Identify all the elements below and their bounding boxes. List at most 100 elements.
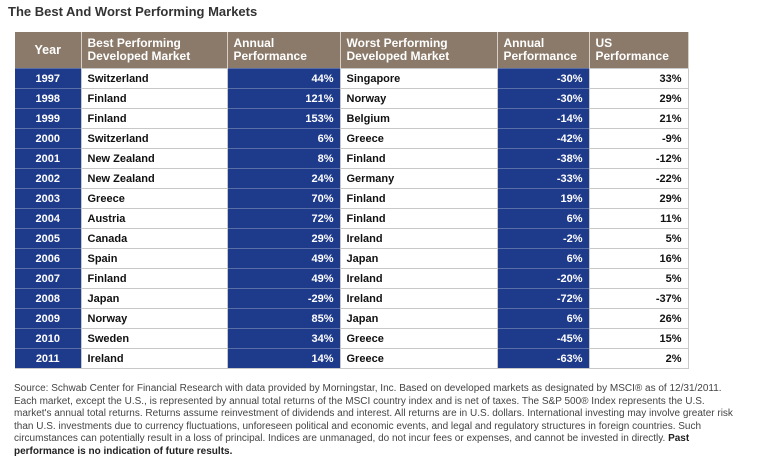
header-worst-market: Worst Performing Developed Market [340,32,498,69]
header-best-market: Best Performing Developed Market [81,32,228,69]
us-performance-cell: -12% [589,148,689,169]
header-best-performance-line1: Annual [233,36,275,50]
best-performance-cell: 24% [227,168,341,189]
us-performance-cell: 5% [589,268,689,289]
year-cell: 1997 [15,68,82,89]
worst-performance-cell: -72% [497,288,590,309]
table-row: 2005 Canada 29% Ireland -2% 5% [15,228,689,249]
best-performance-cell: 49% [227,268,341,289]
worst-market-cell: Germany [340,168,498,189]
table-row: 2007 Finland 49% Ireland -20% 5% [15,268,689,289]
us-performance-cell: 33% [589,68,689,89]
best-market-cell: Austria [81,208,228,229]
worst-performance-cell: 6% [497,308,590,329]
year-cell: 2005 [15,228,82,249]
best-market-cell: Switzerland [81,68,228,89]
year-cell: 2007 [15,268,82,289]
worst-market-cell: Greece [340,348,498,369]
worst-performance-cell: 6% [497,248,590,269]
worst-market-cell: Greece [340,328,498,349]
worst-market-cell: Finland [340,208,498,229]
worst-market-cell: Japan [340,308,498,329]
us-performance-cell: 29% [589,88,689,109]
worst-market-cell: Ireland [340,268,498,289]
header-us-performance-line2: Performance [595,49,669,63]
header-best-performance-line2: Performance [233,49,307,63]
header-us-performance: US Performance [589,32,689,69]
year-cell: 2009 [15,308,82,329]
worst-market-cell: Ireland [340,228,498,249]
header-best-market-line2: Developed Market [87,49,191,63]
year-cell: 1999 [15,108,82,129]
us-performance-cell: 11% [589,208,689,229]
year-cell: 2002 [15,168,82,189]
table-row: 2001 New Zealand 8% Finland -38% -12% [15,148,689,169]
best-performance-cell: -29% [227,288,341,309]
worst-performance-cell: -38% [497,148,590,169]
best-market-cell: Finland [81,268,228,289]
best-market-cell: Finland [81,108,228,129]
footnote-text: Source: Schwab Center for Financial Rese… [14,383,733,444]
best-performance-cell: 70% [227,188,341,209]
table-row: 1997 Switzerland 44% Singapore -30% 33% [15,68,689,89]
best-market-cell: Spain [81,248,228,269]
best-market-cell: Norway [81,308,228,329]
best-market-cell: New Zealand [81,168,228,189]
us-performance-cell: -37% [589,288,689,309]
markets-table: Year Best Performing Developed Market An… [15,32,689,369]
year-cell: 2000 [15,128,82,149]
header-worst-market-line2: Developed Market [346,49,450,63]
header-year: Year [15,32,82,69]
best-performance-cell: 72% [227,208,341,229]
footnote-emphasis: Past performance is no indication of fut… [14,433,690,457]
table-row: 1999 Finland 153% Belgium -14% 21% [15,108,689,129]
worst-market-cell: Norway [340,88,498,109]
year-cell: 2008 [15,288,82,309]
year-cell: 1998 [15,88,82,109]
best-performance-cell: 153% [227,108,341,129]
worst-performance-cell: 19% [497,188,590,209]
us-performance-cell: 5% [589,228,689,249]
table-row: 2010 Sweden 34% Greece -45% 15% [15,328,689,349]
worst-performance-cell: -2% [497,228,590,249]
best-market-cell: Greece [81,188,228,209]
table-row: 1998 Finland 121% Norway -30% 29% [15,88,689,109]
header-row: Year Best Performing Developed Market An… [15,32,689,69]
worst-performance-cell: -63% [497,348,590,369]
best-performance-cell: 34% [227,328,341,349]
us-performance-cell: 16% [589,248,689,269]
worst-market-cell: Finland [340,188,498,209]
us-performance-cell: 15% [589,328,689,349]
best-performance-cell: 44% [227,68,341,89]
header-us-performance-line1: US [595,36,613,50]
worst-performance-cell: -20% [497,268,590,289]
table-row: 2008 Japan -29% Ireland -72% -37% [15,288,689,309]
table-body: 1997 Switzerland 44% Singapore -30% 33% … [15,68,689,369]
header-worst-performance-line2: Performance [503,49,577,63]
worst-market-cell: Greece [340,128,498,149]
us-performance-cell: 21% [589,108,689,129]
best-market-cell: New Zealand [81,148,228,169]
worst-performance-cell: -45% [497,328,590,349]
year-cell: 2001 [15,148,82,169]
best-performance-cell: 6% [227,128,341,149]
header-worst-performance: Annual Performance [497,32,590,69]
worst-performance-cell: -14% [497,108,590,129]
best-market-cell: Ireland [81,348,228,369]
best-market-cell: Sweden [81,328,228,349]
worst-performance-cell: 6% [497,208,590,229]
source-footnote: Source: Schwab Center for Financial Rese… [14,383,740,458]
worst-market-cell: Singapore [340,68,498,89]
worst-performance-cell: -30% [497,68,590,89]
best-performance-cell: 49% [227,248,341,269]
best-performance-cell: 14% [227,348,341,369]
header-worst-market-line1: Worst Performing [346,36,448,50]
worst-market-cell: Finland [340,148,498,169]
table-row: 2009 Norway 85% Japan 6% 26% [15,308,689,329]
year-cell: 2004 [15,208,82,229]
worst-performance-cell: -30% [497,88,590,109]
worst-performance-cell: -33% [497,168,590,189]
best-performance-cell: 85% [227,308,341,329]
worst-performance-cell: -42% [497,128,590,149]
table-row: 2000 Switzerland 6% Greece -42% -9% [15,128,689,149]
